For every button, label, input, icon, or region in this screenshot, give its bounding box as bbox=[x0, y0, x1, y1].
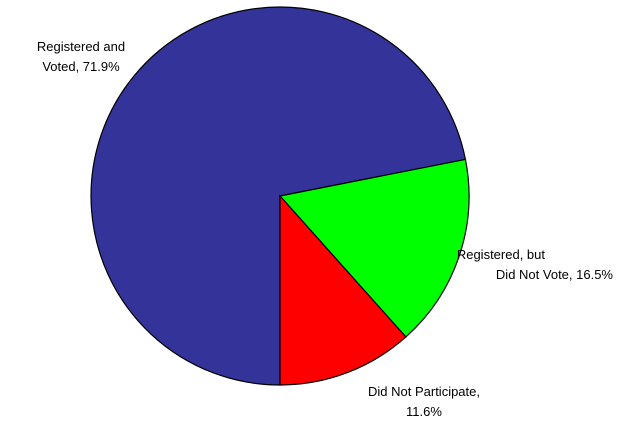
label-registered-voted-line-2: Voted, 71.9% bbox=[42, 59, 120, 74]
label-did-not-participate-line-2: 11.6% bbox=[406, 404, 442, 419]
labels-layer: Registered and Voted, 71.9% Registered, bu… bbox=[37, 39, 614, 419]
label-did-not-participate: Did Not Participate, 11.6% bbox=[368, 384, 480, 419]
label-registered-voted: Registered and Voted, 71.9% bbox=[37, 39, 125, 74]
label-registered-not-voted: Registered, but Did Not Vote, 16.5% bbox=[457, 247, 614, 282]
label-registered-not-voted-line-1: Registered, but bbox=[457, 247, 546, 262]
label-registered-not-voted-line-2: Did Not Vote, 16.5% bbox=[496, 267, 614, 282]
slice-did-not-participate bbox=[279, 194, 407, 386]
slice-registered-not-voted bbox=[278, 158, 470, 338]
slice-registered-voted bbox=[90, 6, 467, 386]
slices-layer bbox=[90, 6, 470, 386]
label-registered-voted-line-1: Registered and bbox=[37, 39, 125, 54]
label-did-not-participate-line-1: Did Not Participate, bbox=[368, 384, 480, 399]
